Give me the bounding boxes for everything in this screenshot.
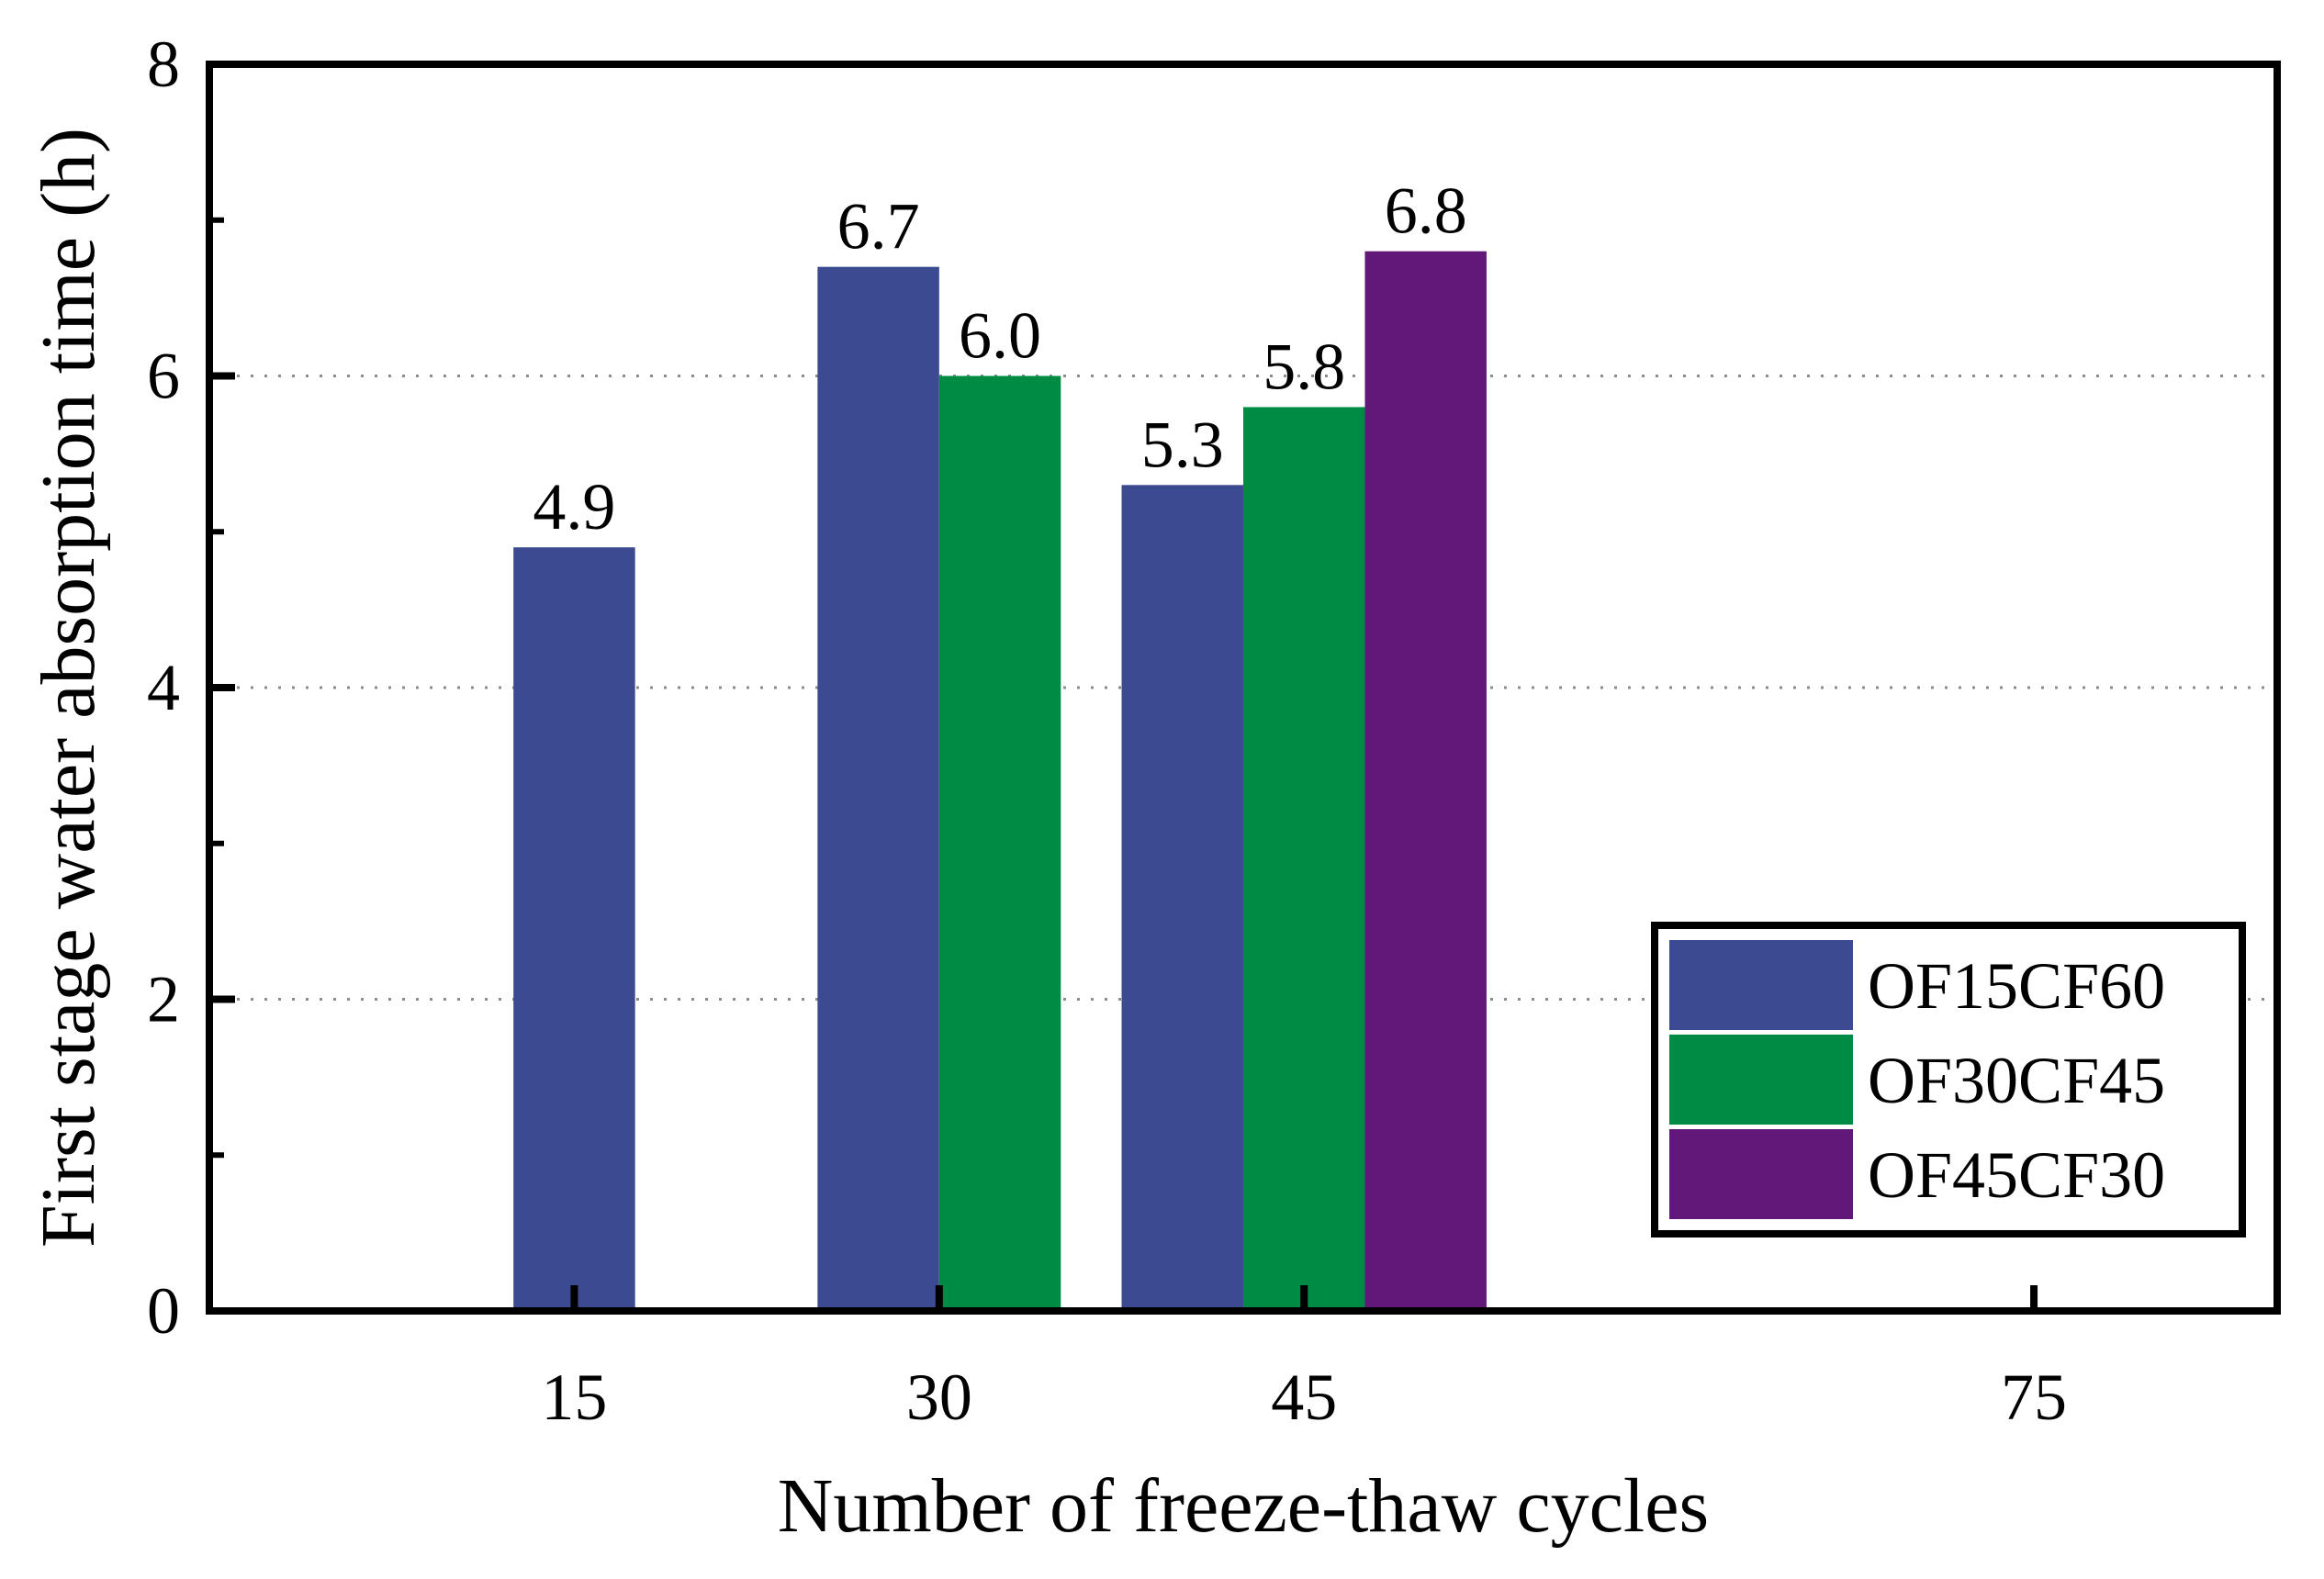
data-labels: 4.9 6.7 6.0 5.3 5.8 6.8 xyxy=(533,174,1466,544)
y-tick-label-8: 8 xyxy=(147,28,180,101)
axis-ticks: 15 30 45 75 0 2 4 6 8 xyxy=(147,28,2067,1434)
x-tick-label-15: 15 xyxy=(541,1361,607,1434)
bar-of15cf60-15 xyxy=(513,547,635,1311)
x-tick-label-75: 75 xyxy=(2001,1361,2067,1434)
bar-of30cf45-45 xyxy=(1243,407,1365,1311)
bar-of45cf30-45 xyxy=(1364,251,1487,1312)
bar-of15cf60-45 xyxy=(1121,485,1243,1311)
legend-swatch-of45cf30 xyxy=(1669,1129,1853,1219)
data-label-of30cf45-45: 5.8 xyxy=(1263,330,1345,403)
legend-label-of30cf45: OF30CF45 xyxy=(1868,1044,2165,1117)
bar-of15cf60-30 xyxy=(817,266,939,1311)
x-tick-label-45: 45 xyxy=(1271,1361,1337,1434)
y-tick-label-6: 6 xyxy=(147,340,180,413)
data-label-of15cf60-30: 6.7 xyxy=(837,190,920,263)
legend-swatch-of15cf60 xyxy=(1669,940,1853,1030)
data-label-of15cf60-15: 4.9 xyxy=(533,470,615,543)
y-tick-label-2: 2 xyxy=(147,963,180,1036)
legend: OF15CF60 OF30CF45 OF45CF30 xyxy=(1651,922,2246,1237)
data-label-of15cf60-45: 5.3 xyxy=(1141,408,1224,481)
legend-swatch-of30cf45 xyxy=(1669,1035,1853,1125)
legend-label-of15cf60: OF15CF60 xyxy=(1868,949,2165,1023)
y-tick-label-4: 4 xyxy=(147,651,180,724)
x-axis-title: Number of freeze-thaw cycles xyxy=(778,1463,1709,1549)
y-tick-label-0: 0 xyxy=(147,1274,180,1348)
y-axis-title: First stage water absorption time (h) xyxy=(26,128,111,1248)
data-label-of30cf45-30: 6.0 xyxy=(959,299,1041,373)
bars xyxy=(513,251,1487,1312)
data-label-of45cf30-45: 6.8 xyxy=(1385,174,1467,248)
legend-label-of45cf30: OF45CF30 xyxy=(1868,1138,2165,1212)
bar-of30cf45-30 xyxy=(938,375,1061,1311)
x-tick-label-30: 30 xyxy=(906,1361,972,1434)
